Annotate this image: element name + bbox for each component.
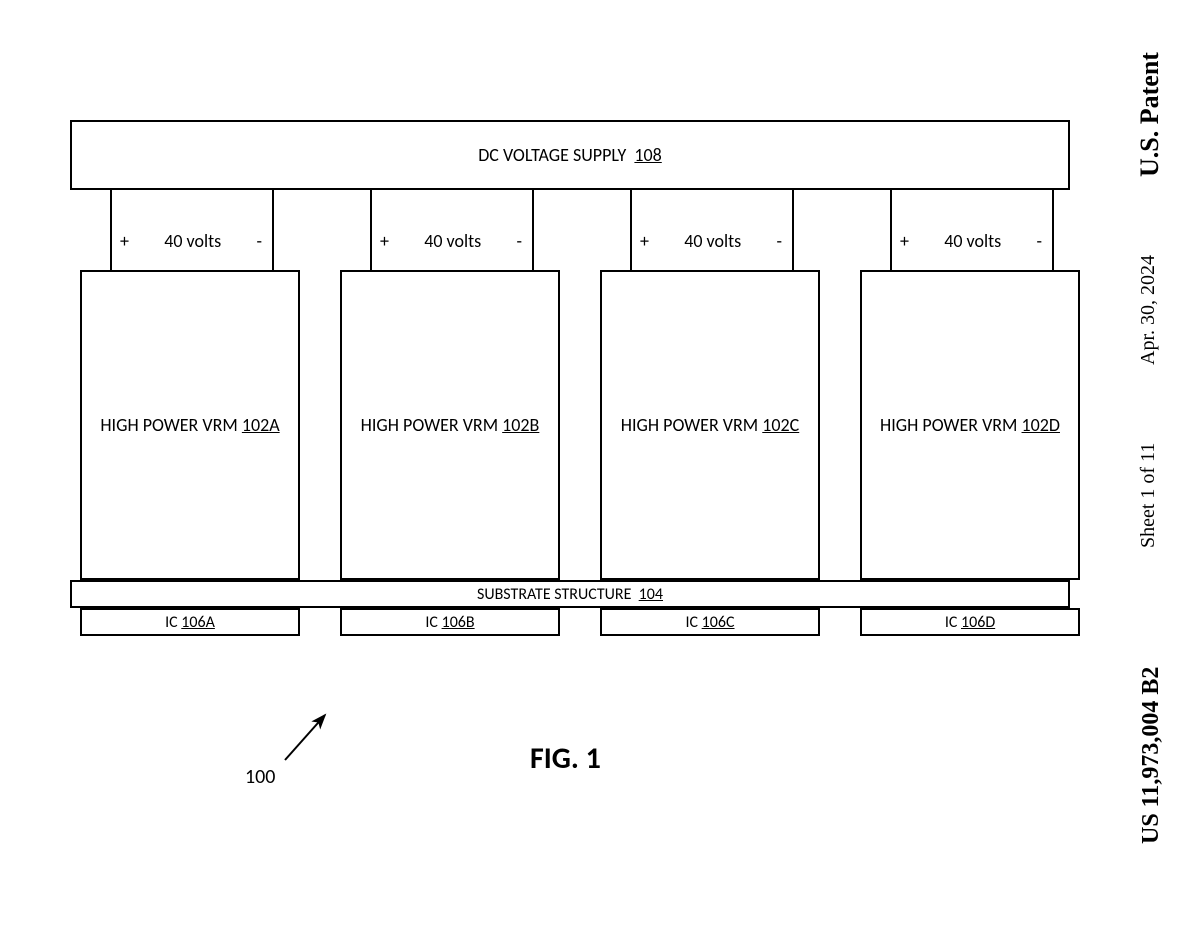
ic-ref: 106B [442,613,475,632]
voltage-label: +40 volts - [900,230,1042,252]
voltage-minus: - [1036,230,1042,252]
page: U.S. Patent Apr. 30, 2024 Sheet 1 of 11 … [0,0,1200,931]
vrm-label: HIGH POWER VRM 102D [880,414,1060,436]
voltage-value: 40 volts [164,230,221,252]
ic-label: IC 106C [685,613,734,632]
ic-box: IC 106B [340,608,560,636]
vrm-box: HIGH POWER VRM 102B [340,270,560,580]
ic-box: IC 106A [80,608,300,636]
vrm-box: HIGH POWER VRM 102D [860,270,1080,580]
dc-supply-box: DC VOLTAGE SUPPLY 108 [70,120,1070,190]
ic-ref: 106A [181,613,215,632]
voltage-minus: - [776,230,782,252]
ic-ref: 106D [961,613,995,632]
connector-line [1052,190,1054,270]
figure-label: FIG. 1 [530,740,601,777]
voltage-plus: + [900,230,909,252]
voltage-value: 40 volts [424,230,481,252]
vrm-label: HIGH POWER VRM 102B [361,414,540,436]
connector-line [272,190,274,270]
substrate-box: SUBSTRATE STRUCTURE 104 [70,580,1070,608]
header-patent-label: U.S. Patent [1135,40,1165,190]
vrm-ref: 102C [762,414,799,436]
ic-label: IC 106D [945,613,995,632]
vrm-box: HIGH POWER VRM 102A [80,270,300,580]
connector-line [792,190,794,270]
header-patent-number: US 11,973,004 B2 [1138,640,1165,870]
figure-ref-arrow [275,700,345,770]
vrm-label: HIGH POWER VRM 102C [621,414,799,436]
ic-ref: 106C [702,613,735,632]
voltage-label: +40 volts - [380,230,522,252]
dc-supply-ref: 108 [634,144,661,166]
connector-line [532,190,534,270]
vrm-label: HIGH POWER VRM 102A [100,414,279,436]
substrate-label: SUBSTRATE STRUCTURE 104 [477,585,663,604]
voltage-minus: - [516,230,522,252]
vrm-ref: 102A [242,414,280,436]
voltage-plus: + [640,230,649,252]
voltage-value: 40 volts [684,230,741,252]
substrate-ref: 104 [639,585,663,604]
connector-line [110,190,112,270]
figure-ref-number: 100 [245,765,275,789]
vrm-ref: 102D [1022,414,1060,436]
ic-box: IC 106D [860,608,1080,636]
connector-line [370,190,372,270]
dc-supply-text: DC VOLTAGE SUPPLY [478,144,626,166]
substrate-text: SUBSTRATE STRUCTURE [477,585,631,604]
vrm-ref: 102B [502,414,539,436]
vrm-box: HIGH POWER VRM 102C [600,270,820,580]
ic-box: IC 106C [600,608,820,636]
connector-line [630,190,632,270]
voltage-plus: + [120,230,129,252]
voltage-plus: + [380,230,389,252]
header-date: Apr. 30, 2024 [1137,245,1160,375]
voltage-minus: - [256,230,262,252]
voltage-value: 40 volts [944,230,1001,252]
figure-drawing: DC VOLTAGE SUPPLY 108 +40 volts - HIGH POW… [40,120,1100,820]
voltage-label: +40 volts - [120,230,262,252]
connector-line [890,190,892,270]
header-sheet: Sheet 1 of 11 [1137,430,1160,560]
voltage-label: +40 volts - [640,230,782,252]
dc-supply-label: DC VOLTAGE SUPPLY 108 [478,144,662,166]
ic-label: IC 106B [425,613,474,632]
ic-label: IC 106A [165,613,215,632]
header-strip: U.S. Patent Apr. 30, 2024 Sheet 1 of 11 … [1110,0,1200,931]
